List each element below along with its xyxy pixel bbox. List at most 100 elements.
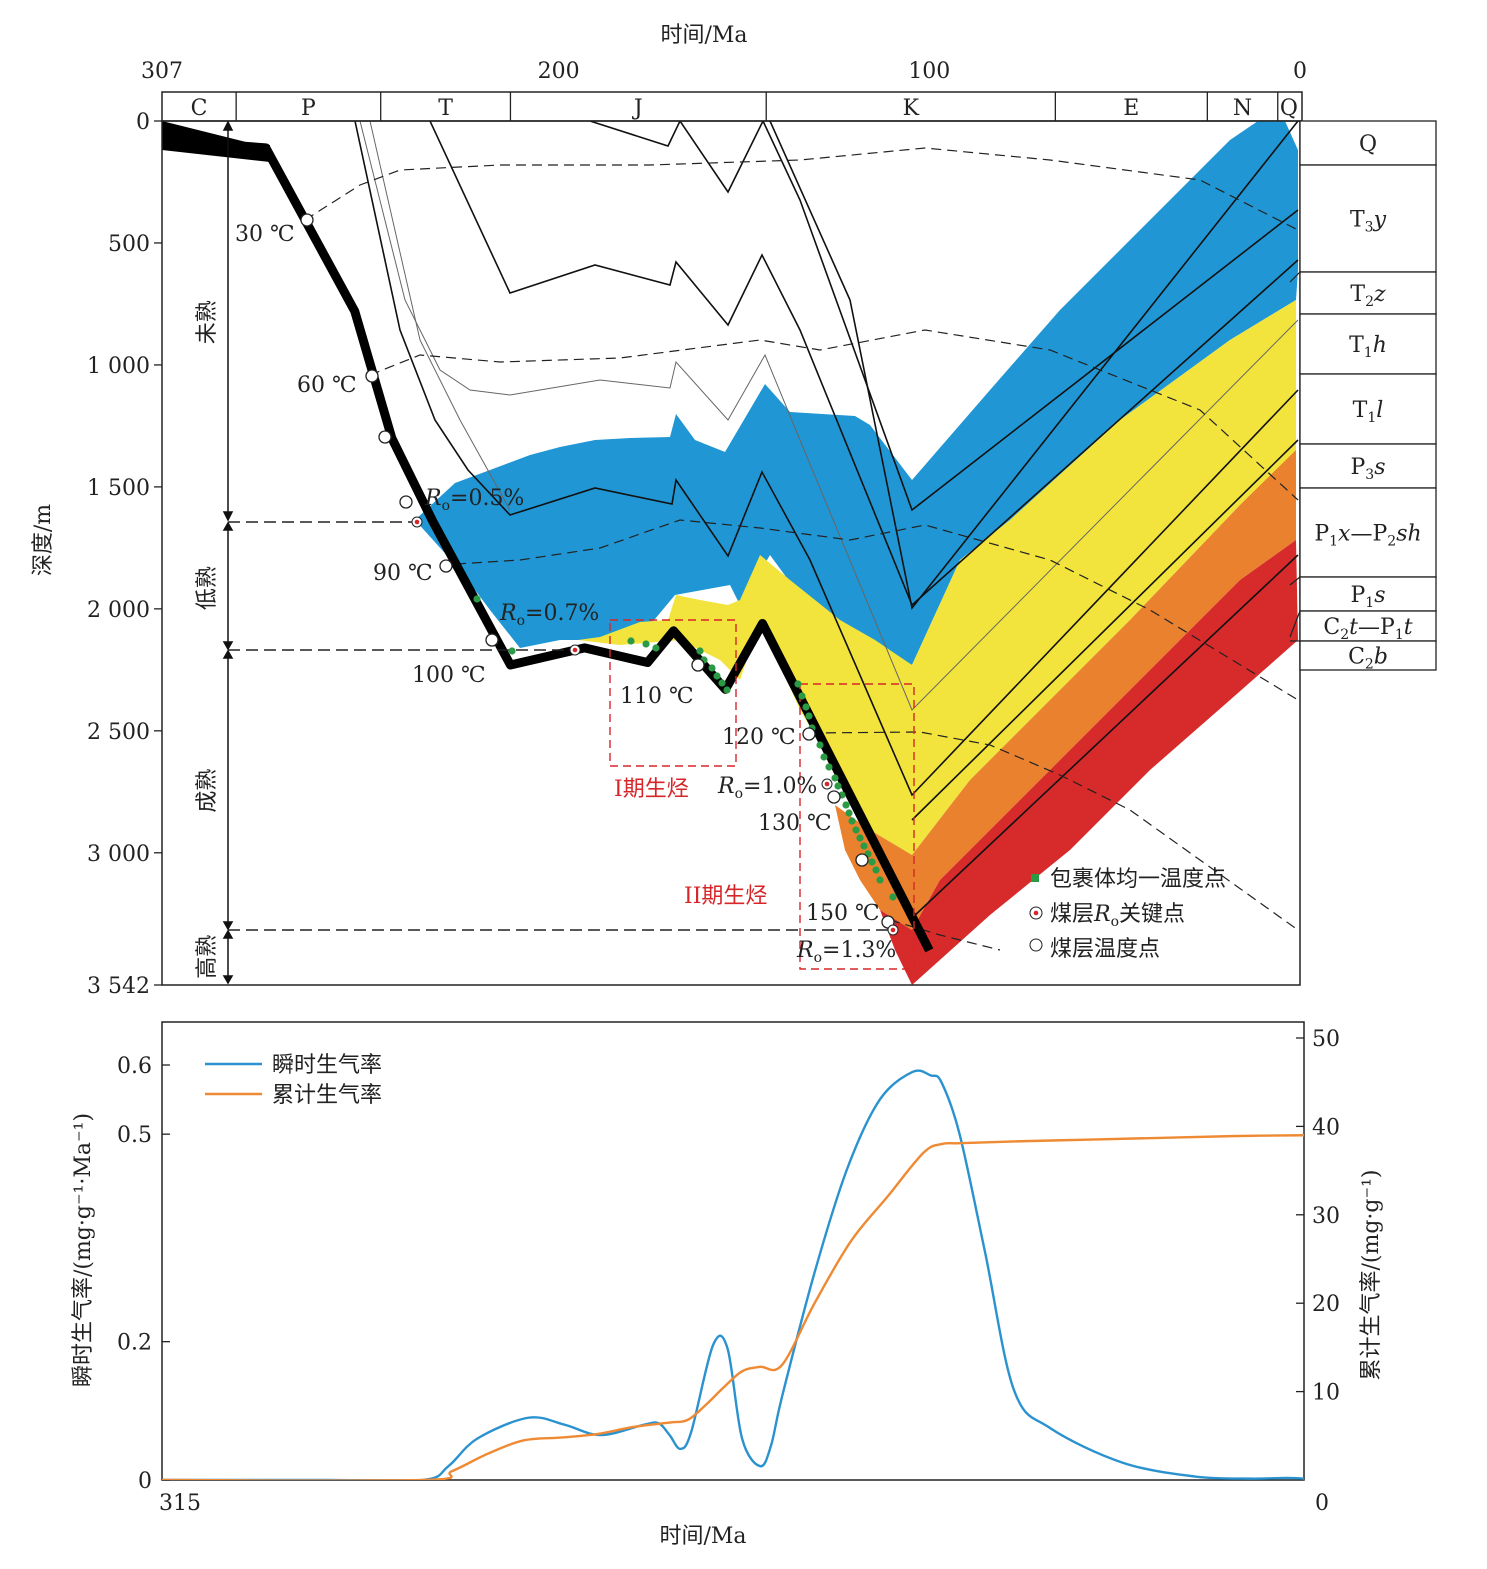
svg-text:90 ℃: 90 ℃ bbox=[373, 561, 433, 586]
inclusion-point bbox=[794, 680, 802, 688]
period-label: E bbox=[1123, 96, 1139, 121]
period-bar-frame bbox=[161, 91, 1303, 122]
left-tick-label: 0.5 bbox=[117, 1123, 152, 1148]
top-tick-label: 307 bbox=[141, 59, 183, 84]
stratum-cell bbox=[1299, 640, 1437, 671]
inclusion-point bbox=[848, 817, 856, 825]
stratum-label: P1s bbox=[1350, 583, 1385, 611]
left-rate-ticks: 0 0.2 0.5 0.6 bbox=[117, 1054, 170, 1494]
orange-band bbox=[835, 450, 1296, 930]
lower-time-ticks: 315 0 bbox=[159, 1491, 1329, 1516]
left-tick-label: 0 bbox=[138, 1469, 152, 1494]
depth-tick-label: 0 bbox=[136, 110, 150, 135]
stage-II-label: II期生烃 bbox=[684, 884, 767, 909]
left-y-label: 瞬时生气率/(mg·g⁻¹·Ma⁻¹) bbox=[71, 1113, 96, 1387]
stratum-connector bbox=[1289, 271, 1301, 283]
stratum-connector bbox=[1289, 610, 1301, 638]
inclusion-point bbox=[820, 753, 828, 761]
instant-rate-line bbox=[162, 1069, 1304, 1480]
stage-I-label: I期生烃 bbox=[614, 777, 689, 802]
stratum-cell bbox=[1299, 610, 1437, 642]
lower-frame bbox=[161, 1021, 1305, 1481]
stratum-connector bbox=[1289, 576, 1301, 586]
stage-arrows bbox=[222, 120, 234, 985]
svg-text:120 ℃: 120 ℃ bbox=[722, 725, 796, 750]
inclusion-point bbox=[842, 801, 850, 809]
period-label: C bbox=[191, 96, 208, 121]
svg-text:Ro=0.5%: Ro=0.5% bbox=[424, 486, 524, 514]
inclusion-point bbox=[831, 774, 839, 782]
maturity-stage-label: 高熟 bbox=[195, 935, 220, 979]
stratum-label: T3y bbox=[1350, 208, 1387, 236]
period-label: J bbox=[632, 96, 643, 121]
top-axis-ticks: 307 200 100 0 bbox=[141, 59, 1307, 84]
inclusion-point bbox=[872, 866, 880, 874]
inclusion-point bbox=[802, 703, 810, 711]
period-label: P bbox=[301, 96, 316, 121]
inclusion-point bbox=[868, 858, 876, 866]
inclusion-point bbox=[860, 842, 868, 850]
top-axis-label: 时间/Ma bbox=[660, 23, 747, 48]
stratum-lines bbox=[354, 121, 1299, 919]
yellow-band bbox=[578, 300, 1296, 855]
left-tick-label: 0.6 bbox=[117, 1054, 152, 1079]
top-tick-label: 0 bbox=[1293, 59, 1307, 84]
isotherms bbox=[304, 147, 1299, 951]
stratum-label: T1l bbox=[1353, 398, 1384, 426]
inclusion-point bbox=[718, 679, 726, 687]
period-label: K bbox=[903, 96, 920, 121]
right-y-label: 累计生气率/(mg·g⁻¹) bbox=[1359, 1169, 1384, 1380]
right-tick-label: 50 bbox=[1312, 1027, 1340, 1052]
inclusion-point bbox=[696, 647, 704, 655]
blue-band bbox=[415, 121, 1298, 665]
coal-temperature-points bbox=[300, 213, 895, 929]
svg-text:煤层温度点: 煤层温度点 bbox=[1050, 937, 1160, 962]
svg-text:60 ℃: 60 ℃ bbox=[297, 373, 357, 398]
depth-tick-label: 2 000 bbox=[87, 598, 150, 623]
svg-text:瞬时生气率: 瞬时生气率 bbox=[272, 1053, 382, 1078]
left-tick-label: 0.2 bbox=[117, 1331, 152, 1356]
inclusion-point bbox=[889, 893, 897, 901]
ro-labels: Ro=0.5% Ro=0.7% Ro=1.0% Ro=1.3% bbox=[424, 486, 896, 966]
stratum-cell bbox=[1299, 576, 1437, 612]
top-tick-label: 100 bbox=[908, 59, 950, 84]
stratum-cell bbox=[1299, 271, 1437, 315]
inclusion-point bbox=[798, 692, 806, 700]
inclusion-point bbox=[473, 595, 481, 603]
cumulative-rate-line bbox=[162, 1134, 1304, 1480]
generation-stage-boxes bbox=[609, 619, 915, 970]
stratum-label: T2z bbox=[1350, 282, 1386, 310]
svg-text:150 ℃: 150 ℃ bbox=[806, 901, 880, 926]
depth-tick-label: 1 000 bbox=[87, 354, 150, 379]
inclusion-point bbox=[876, 876, 884, 884]
svg-text:包裹体均一温度点: 包裹体均一温度点 bbox=[1050, 867, 1226, 892]
red-band bbox=[880, 540, 1298, 985]
inclusion-point bbox=[825, 763, 833, 771]
coal-path-start bbox=[162, 121, 270, 162]
svg-text:累计生气率: 累计生气率 bbox=[272, 1083, 382, 1108]
period-label: N bbox=[1233, 96, 1252, 121]
upper-legend: 包裹体均一温度点 煤层Ro关键点 煤层温度点 bbox=[1029, 867, 1226, 962]
inclusion-point bbox=[845, 809, 853, 817]
stratum-label: C2t—P1t bbox=[1323, 615, 1412, 643]
inclusion-point bbox=[642, 640, 650, 648]
maturity-stage-label: 成熟 bbox=[195, 769, 220, 813]
right-tick-label: 10 bbox=[1312, 1381, 1340, 1406]
stratum-cell bbox=[1299, 164, 1437, 273]
svg-text:100 ℃: 100 ℃ bbox=[412, 663, 486, 688]
lower-legend: 瞬时生气率 累计生气率 bbox=[205, 1053, 382, 1108]
stratum-label: P1x—P2sh bbox=[1314, 522, 1421, 550]
inclusion-point bbox=[708, 664, 716, 672]
lower-x-tick-label: 0 bbox=[1315, 1491, 1329, 1516]
stratum-cell bbox=[1299, 313, 1437, 375]
inclusion-point bbox=[834, 782, 842, 790]
inclusion-point bbox=[713, 672, 721, 680]
ro-key-points bbox=[411, 516, 899, 936]
stage-dividers bbox=[228, 521, 895, 931]
inclusion-point bbox=[627, 637, 635, 645]
inclusion-point bbox=[723, 686, 731, 694]
